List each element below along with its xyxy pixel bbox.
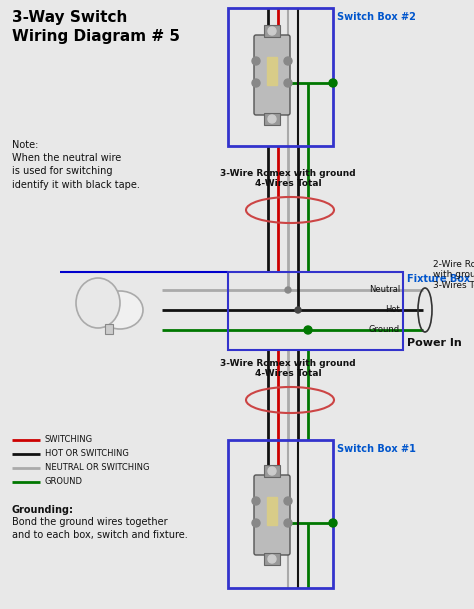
Text: 2-Wire Romex
with ground.
3-Wires Total: 2-Wire Romex with ground. 3-Wires Total [433,260,474,290]
Text: Neutral: Neutral [369,286,400,295]
Circle shape [295,307,301,313]
Circle shape [329,79,337,87]
Circle shape [284,57,292,65]
Bar [228,8,333,146]
Text: 3-Way Switch
Wiring Diagram # 5: 3-Way Switch Wiring Diagram # 5 [12,10,180,44]
Circle shape [284,519,292,527]
Ellipse shape [97,291,143,329]
Bar [264,25,280,37]
Text: GROUND: GROUND [45,477,83,487]
Circle shape [252,79,260,87]
Circle shape [284,497,292,505]
Text: Fixture Box: Fixture Box [407,274,470,284]
Circle shape [268,467,276,475]
Circle shape [268,27,276,35]
Bar [264,465,280,477]
Text: Grounding:: Grounding: [12,505,74,515]
Circle shape [304,326,312,334]
Text: Ground: Ground [369,325,400,334]
Circle shape [252,57,260,65]
Circle shape [285,287,291,293]
Text: Note:
When the neutral wire
is used for switching
identify it with black tape.: Note: When the neutral wire is used for … [12,140,140,189]
FancyBboxPatch shape [254,35,290,115]
Bar [264,553,280,565]
Text: Power In: Power In [407,338,462,348]
Text: Switch Box #1: Switch Box #1 [337,444,416,454]
Bar [105,324,113,334]
FancyBboxPatch shape [254,475,290,555]
Text: 3-Wire Romex with ground
4-Wires Total: 3-Wire Romex with ground 4-Wires Total [220,169,356,188]
Circle shape [268,555,276,563]
Ellipse shape [76,278,120,328]
Circle shape [284,79,292,87]
Bar [228,272,403,350]
Text: Hot: Hot [385,306,400,314]
Text: NEUTRAL OR SWITCHING: NEUTRAL OR SWITCHING [45,463,149,473]
Text: SWITCHING: SWITCHING [45,435,93,445]
Bar [264,113,280,125]
Text: HOT OR SWITCHING: HOT OR SWITCHING [45,449,129,459]
Text: 3-Wire Romex with ground
4-Wires Total: 3-Wire Romex with ground 4-Wires Total [220,359,356,378]
Circle shape [252,497,260,505]
Text: Switch Box #2: Switch Box #2 [337,12,416,22]
Bar [267,497,277,525]
Bar [228,440,333,588]
Text: Bond the ground wires together
and to each box, switch and fixture.: Bond the ground wires together and to ea… [12,517,188,540]
Circle shape [329,519,337,527]
Bar [267,57,277,85]
Circle shape [252,519,260,527]
Circle shape [268,115,276,123]
